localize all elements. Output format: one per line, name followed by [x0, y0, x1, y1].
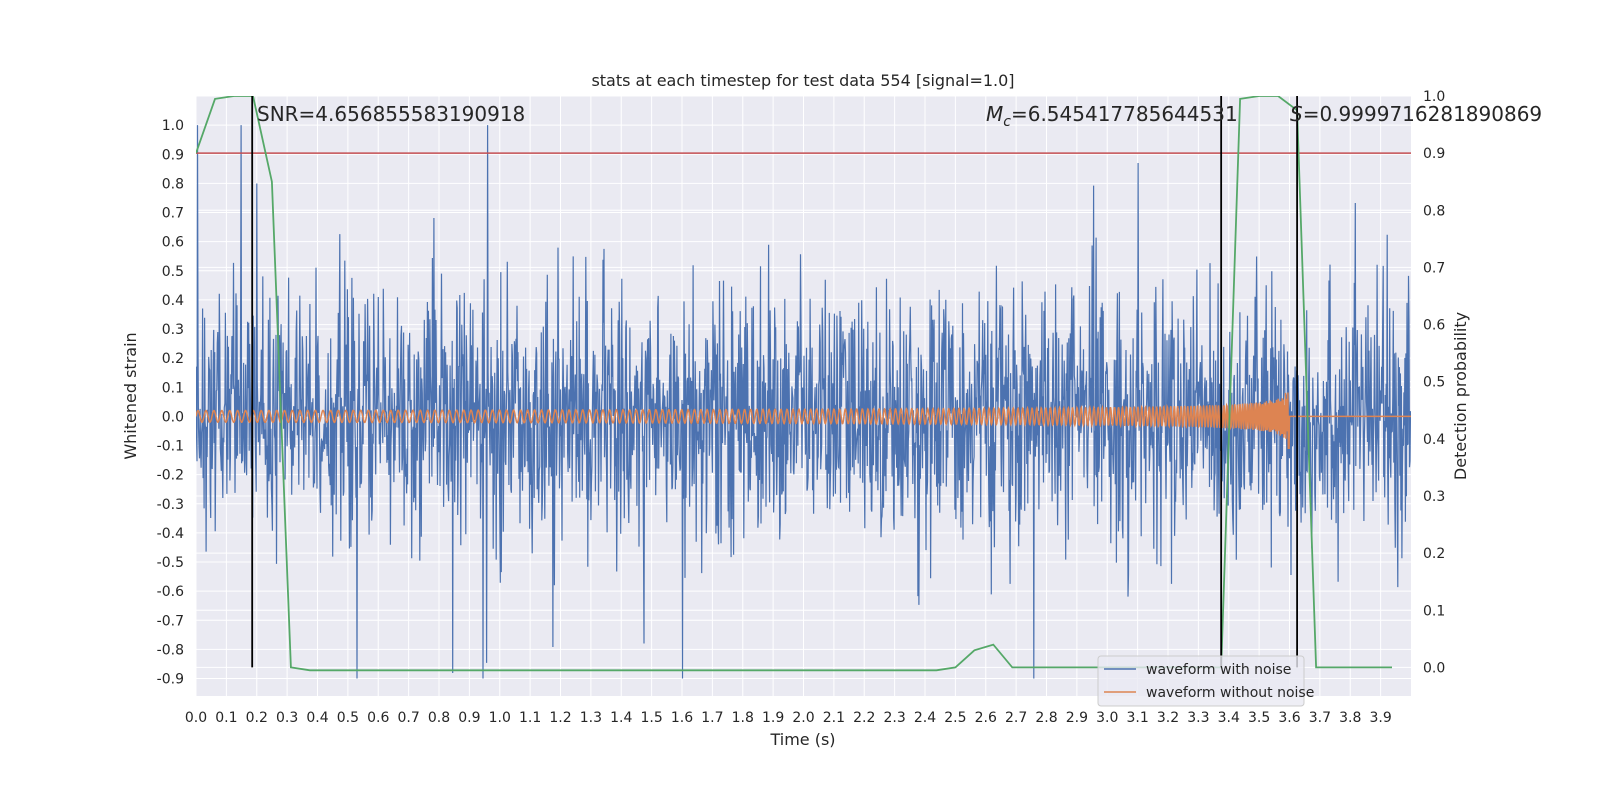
- x-axis-label: Time (s): [769, 730, 835, 749]
- chirp-mass-value: =6.545417785644531: [1011, 102, 1238, 126]
- x-tick-label: 1.6: [671, 710, 693, 726]
- x-tick-label: 3.7: [1309, 710, 1331, 726]
- y2-tick-label: 0.3: [1423, 489, 1445, 505]
- y-tick-label: -0.2: [157, 468, 184, 484]
- x-tick-label: 2.7: [1005, 710, 1027, 726]
- y-tick-label: 0.9: [162, 147, 184, 163]
- y-tick-label: -0.5: [157, 555, 184, 571]
- y-tick-label: 0.4: [162, 293, 184, 309]
- y2-tick-label: 0.4: [1423, 432, 1445, 448]
- series-waveform-without-noise: [196, 392, 1411, 449]
- x-tick-label: 1.0: [489, 710, 511, 726]
- y-axis-label: Whitened strain: [121, 332, 140, 459]
- x-tick-label: 3.5: [1248, 710, 1270, 726]
- y-tick-label: 0.6: [162, 235, 184, 251]
- x-tick-label: 1.7: [701, 710, 723, 726]
- x-tick-label: 1.9: [762, 710, 784, 726]
- y-tick-label: 0.5: [162, 264, 184, 280]
- y-tick-label: -0.3: [157, 497, 184, 513]
- y-tick-label: -0.6: [157, 584, 184, 600]
- x-tick-label: 1.3: [580, 710, 602, 726]
- series-layer: [196, 96, 1411, 679]
- x-tick-label: 0.1: [215, 710, 237, 726]
- x-tick-label: 1.1: [519, 710, 541, 726]
- series-detection-probability: [196, 96, 1392, 672]
- x-tick-label: 2.3: [883, 710, 905, 726]
- y-tick-label: 0.1: [162, 380, 184, 396]
- legend: waveform with noise waveform without noi…: [1097, 655, 1314, 707]
- x-tick-label: 3.9: [1369, 710, 1391, 726]
- y-tick-label: -0.9: [157, 672, 184, 688]
- legend-label-noise: waveform with noise: [1146, 662, 1291, 678]
- x-tick-label: 2.9: [1066, 710, 1088, 726]
- y2-tick-label: 0.2: [1423, 546, 1445, 562]
- x-tick-label: 2.6: [975, 710, 997, 726]
- x-tick-label: 3.6: [1278, 710, 1300, 726]
- x-tick-label: 3.8: [1339, 710, 1361, 726]
- x-tick-label: 2.8: [1035, 710, 1057, 726]
- y2-tick-label: 1.0: [1423, 89, 1445, 105]
- y-tick-label: 0.0: [162, 409, 184, 425]
- spin-symbol: S: [1290, 102, 1303, 126]
- legend-box: [1097, 655, 1305, 707]
- chart-title: stats at each timestep for test data 554…: [591, 71, 1014, 90]
- chirp-mass-annotation: Mc=6.545417785644531: [986, 102, 1238, 130]
- x-tick-label: 0.0: [185, 710, 207, 726]
- y2-tick-label: 0.9: [1423, 146, 1445, 162]
- legend-label-clean: waveform without noise: [1146, 685, 1314, 701]
- y-tick-label: -0.7: [157, 613, 184, 629]
- x-tick-label: 0.3: [276, 710, 298, 726]
- y2-tick-label: 0.7: [1423, 260, 1445, 276]
- x-tick-label: 1.2: [549, 710, 571, 726]
- spin-value: =0.9999716281890869: [1303, 102, 1542, 126]
- x-tick-label: 1.4: [610, 710, 632, 726]
- x-tick-label: 0.5: [337, 710, 359, 726]
- plot-area: [196, 96, 1411, 679]
- y2-axis-label: Detection probability: [1451, 312, 1470, 480]
- y2-tick-label: 0.6: [1423, 318, 1445, 334]
- y-tick-label: -0.4: [157, 526, 184, 542]
- y-tick-label: 0.7: [162, 206, 184, 222]
- x-tick-label: 3.0: [1096, 710, 1118, 726]
- chirp-mass-subscript: c: [1003, 114, 1011, 130]
- y2-tick-label: 0.0: [1423, 660, 1445, 676]
- x-tick-label: 0.8: [428, 710, 450, 726]
- tick-labels: 0.0 0.1 0.2 0.3 0.4 0.5 0.6 0.7 0.8 0.9 1.0 1.1 1.2 1…: [157, 89, 1446, 726]
- y2-tick-label: 0.5: [1423, 375, 1445, 391]
- x-tick-label: 0.2: [246, 710, 268, 726]
- y-tick-label: 1.0: [162, 118, 184, 134]
- x-tick-label: 0.7: [397, 710, 419, 726]
- x-tick-label: 2.4: [914, 710, 936, 726]
- x-tick-label: 3.3: [1187, 710, 1209, 726]
- x-tick-label: 3.2: [1157, 710, 1179, 726]
- x-tick-label: 0.6: [367, 710, 389, 726]
- x-tick-label: 1.5: [640, 710, 662, 726]
- y-tick-label: 0.8: [162, 176, 184, 192]
- x-tick-label: 3.4: [1218, 710, 1240, 726]
- x-tick-label: 0.4: [306, 710, 328, 726]
- y2-tick-label: 0.8: [1423, 203, 1445, 219]
- spin-annotation: S=0.9999716281890869: [1290, 102, 1542, 126]
- y-tick-label: 0.3: [162, 322, 184, 338]
- x-tick-label: 3.1: [1126, 710, 1148, 726]
- y-tick-label: 0.2: [162, 351, 184, 367]
- x-tick-label: 1.8: [732, 710, 754, 726]
- chirp-mass-symbol: M: [986, 102, 1003, 126]
- y2-tick-label: 0.1: [1423, 603, 1445, 619]
- x-tick-label: 2.1: [823, 710, 845, 726]
- x-tick-label: 2.0: [792, 710, 814, 726]
- y-tick-label: -0.1: [157, 439, 184, 455]
- snr-annotation: SNR=4.656855583190918: [257, 102, 525, 126]
- x-tick-label: 0.9: [458, 710, 480, 726]
- y-tick-label: -0.8: [157, 642, 184, 658]
- x-tick-label: 2.2: [853, 710, 875, 726]
- x-tick-label: 2.5: [944, 710, 966, 726]
